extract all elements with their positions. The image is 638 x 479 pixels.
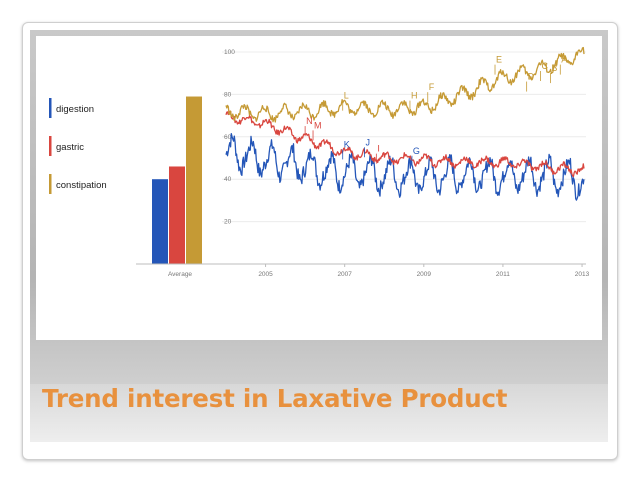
legend-label-constipation: constipation [56,180,107,191]
annotation-label-K: K [344,139,350,149]
annotation-label-B: B [551,63,557,73]
slide-title: Trend interest in Laxative Product [42,384,508,413]
legend-label-gastric: gastric [56,142,84,153]
annotation-label-D: D [528,72,535,82]
y-tick-label: 100 [224,49,235,56]
annotation-label-N: N [306,116,313,126]
x-tick-label: 2007 [337,271,352,278]
annotation-label-H: H [411,91,418,101]
x-tick-label: 2013 [575,271,590,278]
annotation-label-E: E [496,55,502,65]
annotation-label-J: J [365,137,370,147]
legend-swatch-digestion [49,98,52,118]
y-tick-label: 20 [224,219,232,226]
annotation-label-F: F [429,82,435,92]
x-tick-label: 2005 [258,271,273,278]
chart-panel: 100 80 60 40 20 2005 2007 2009 2011 2013 Average A… [36,36,602,340]
annotation-label-G: G [413,146,420,156]
y-tick-label: 80 [224,91,232,98]
x-tick-label: 2009 [417,271,432,278]
annotation-label-C: C [542,61,549,71]
y-tick-label: 60 [224,134,232,141]
legend-swatch-constipation [49,174,52,194]
legend-swatch-gastric [49,136,52,156]
average-bar-constipation [186,96,202,264]
x-tick-label-average: Average [168,271,192,278]
slide-footer [30,384,608,442]
legend-label-digestion: digestion [56,104,94,115]
trend-chart: 100 80 60 40 20 2005 2007 2009 2011 2013 Average A… [49,46,590,278]
average-bar-gastric [169,166,185,264]
average-bar-digestion [152,179,168,264]
y-tick-label: 40 [224,176,232,183]
annotation-label-A: A [561,55,567,65]
annotation-label-I: I [377,144,380,154]
series-line-digestion [225,132,585,201]
series-line-gastric [225,110,585,178]
annotation-label-M: M [314,120,322,130]
annotation-label-L: L [344,91,349,101]
x-tick-label: 2011 [496,271,510,278]
series-line-constipation [225,46,585,123]
